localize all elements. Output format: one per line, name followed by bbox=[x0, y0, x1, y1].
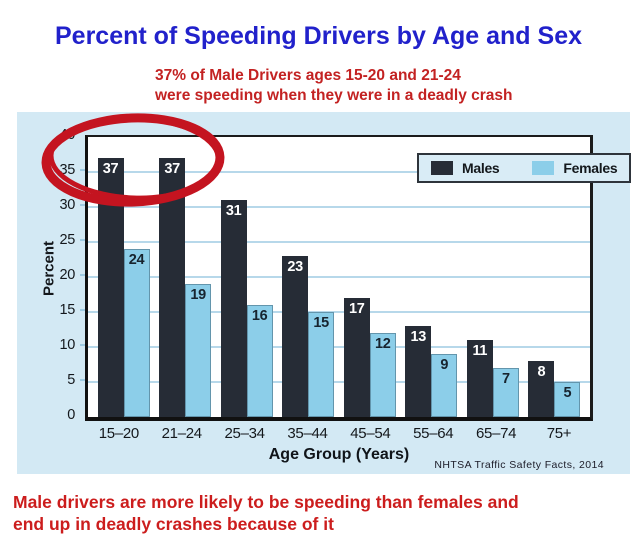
caption-line-2: were speeding when they were in a deadly… bbox=[155, 87, 513, 104]
y-tick-label: 35 bbox=[59, 162, 75, 178]
y-tick-mark bbox=[80, 309, 85, 311]
male-bar: 8 bbox=[528, 361, 555, 417]
x-tick-label: 25–34 bbox=[224, 425, 266, 442]
bar-value-label: 8 bbox=[537, 364, 546, 380]
male-bar: 37 bbox=[97, 158, 124, 417]
footer-line-2: end up in deadly crashes because of it bbox=[13, 513, 334, 534]
female-bar: 15 bbox=[308, 312, 335, 417]
bar-value-label: 9 bbox=[440, 357, 449, 373]
bar-value-label: 16 bbox=[251, 308, 268, 324]
bar-value-label: 12 bbox=[374, 336, 391, 352]
x-tick-label: 45–54 bbox=[350, 425, 391, 442]
bar-group: 37 19 bbox=[159, 158, 212, 417]
bar-group: 13 9 bbox=[405, 326, 458, 417]
source-attribution: NHTSA Traffic Safety Facts, 2014 bbox=[434, 459, 604, 471]
gridline bbox=[88, 276, 590, 278]
legend: Males Females bbox=[417, 153, 632, 183]
bar-value-label: 13 bbox=[410, 329, 427, 345]
y-tick-mark bbox=[80, 274, 85, 276]
females-legend-swatch bbox=[532, 161, 555, 175]
females-legend-label: Females bbox=[563, 160, 618, 176]
x-tick-label: 21–24 bbox=[161, 425, 203, 442]
y-tick-mark bbox=[80, 379, 85, 381]
gridline bbox=[88, 241, 590, 243]
page-title: Percent of Speeding Drivers by Age and S… bbox=[54, 22, 582, 50]
bar-value-label: 19 bbox=[190, 287, 206, 303]
bar-group: 17 12 bbox=[343, 298, 396, 417]
x-tick-label: 35–44 bbox=[287, 425, 328, 442]
y-tick-mark bbox=[80, 344, 85, 346]
males-legend-swatch bbox=[431, 161, 453, 175]
bar-group: 23 15 bbox=[282, 256, 335, 417]
x-tick-label: 65–74 bbox=[476, 425, 517, 442]
bar-value-label: 7 bbox=[501, 371, 510, 387]
female-bar: 5 bbox=[554, 382, 581, 417]
gridline bbox=[88, 311, 590, 313]
bar-value-label: 15 bbox=[313, 315, 329, 331]
bar-group: 11 7 bbox=[466, 340, 519, 417]
x-tick-label: 75+ bbox=[546, 425, 572, 442]
gridline bbox=[88, 171, 590, 173]
female-bar: 19 bbox=[185, 284, 212, 417]
footer-line-1: Male drivers are more likely to be speed… bbox=[13, 492, 519, 512]
x-axis-tick-labels: 15–20 21–24 25–34 35–44 45–54 55–64 65–74 75+ bbox=[85, 425, 593, 442]
x-axis-title: Age Group (Years) bbox=[268, 446, 410, 463]
female-bar: 16 bbox=[246, 305, 273, 417]
male-bar: 23 bbox=[282, 256, 309, 417]
male-bar: 13 bbox=[405, 326, 432, 417]
bar-value-label: 37 bbox=[102, 161, 119, 177]
male-bar: 37 bbox=[159, 158, 186, 417]
bar-value-label: 5 bbox=[563, 385, 572, 401]
chart-panel: Percent 0 5 10 15 20 25 30 35 40 37 24 37 19 31 16 23 1… bbox=[17, 112, 632, 474]
y-tick-label: 25 bbox=[59, 232, 75, 248]
female-bar: 7 bbox=[492, 368, 519, 417]
chart-caption: 37% of Male Drivers ages 15-20 and 21-24… bbox=[155, 66, 513, 106]
bar-group: 37 24 bbox=[97, 158, 150, 417]
bar-value-label: 37 bbox=[164, 161, 180, 177]
bar-value-label: 24 bbox=[128, 252, 145, 268]
footer-takeaway: Male drivers are more likely to be speed… bbox=[13, 492, 519, 535]
female-bar: 9 bbox=[431, 354, 458, 417]
y-tick-label: 30 bbox=[59, 197, 75, 213]
x-tick-label: 55–64 bbox=[413, 425, 454, 442]
gridline bbox=[88, 206, 590, 208]
y-tick-label: 15 bbox=[59, 302, 75, 318]
gridline bbox=[88, 346, 590, 348]
bar-group: 31 16 bbox=[220, 200, 273, 417]
y-tick-label: 5 bbox=[67, 372, 75, 388]
bar-value-label: 17 bbox=[348, 301, 365, 317]
gridline bbox=[88, 381, 590, 383]
female-bar: 12 bbox=[369, 333, 396, 417]
female-bar: 24 bbox=[123, 249, 150, 417]
male-bar: 17 bbox=[343, 298, 370, 417]
y-tick-label: 0 bbox=[67, 407, 75, 423]
males-legend-label: Males bbox=[462, 160, 500, 176]
y-axis-tick-labels: 0 5 10 15 20 25 30 35 40 bbox=[43, 127, 79, 423]
y-tick-mark bbox=[80, 239, 85, 241]
male-bar: 11 bbox=[466, 340, 493, 417]
male-bar: 31 bbox=[220, 200, 247, 417]
x-tick-label: 15–20 bbox=[98, 425, 140, 442]
caption-line-1: 37% of Male Drivers ages 15-20 and 21-24 bbox=[155, 67, 461, 84]
bar-value-label: 31 bbox=[225, 203, 242, 219]
y-tick-label: 20 bbox=[59, 267, 75, 283]
bar-value-label: 11 bbox=[472, 343, 488, 359]
y-tick-label: 40 bbox=[59, 127, 75, 143]
bar-value-label: 23 bbox=[287, 259, 303, 275]
y-tick-label: 10 bbox=[59, 337, 75, 353]
